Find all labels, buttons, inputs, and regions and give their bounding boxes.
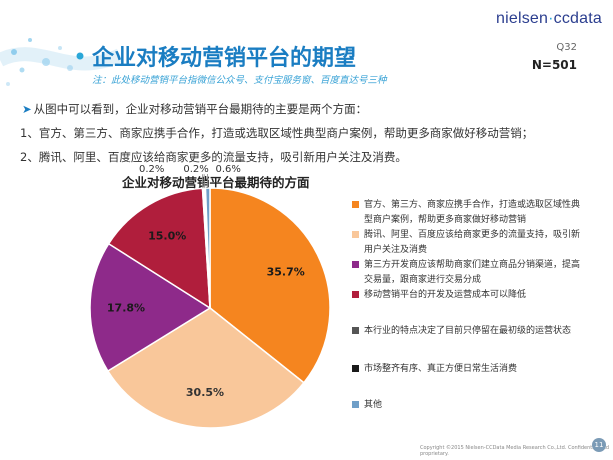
sample-size: N=501 [531,58,577,72]
title-note: 注：此处移动营销平台指微信公众号、支付宝服务窗、百度直达号三种 [92,75,387,86]
legend-item-6: 市场整齐有序、真正方便日常生活消费 [352,362,588,377]
pie-label-7: 0.6% [216,164,241,175]
legend-label: 官方、第三方、商家应携手合作，打造或选取区域性典型商户案例，帮助更多商家做好移动… [364,200,581,225]
legend-label: 其他 [364,400,383,410]
legend-swatch [352,231,359,238]
title-bullet-icon [76,52,84,60]
legend-item-4: 移动营销平台的开发及运营成本可以降低 [352,288,588,303]
legend-label: 市场整齐有序、真正方便日常生活消费 [364,364,518,374]
page-number: 11 [592,438,606,452]
legend-swatch [352,201,359,208]
legend-label: 腾讯、阿里、百度应该给商家更多的流量支持，吸引新用户关注及消费 [364,230,581,255]
pie-label-6: 0.2% [183,164,208,175]
header-decoration [0,38,124,86]
pie-label-4: 15.0% [148,230,186,243]
pie-slice-4 [107,187,211,310]
pie-label-5: 0.2% [139,164,164,175]
legend-label: 本行业的特点决定了目前只停留在最初级的运营状态 [364,326,572,336]
question-number: Q32 [556,42,577,53]
chart-title: 企业对移动营销平台最期待的方面 [122,175,310,190]
summary-point-1: 1、官方、第三方、商家应携手合作，打造或选取区域性典型商户案例，帮助更多商家做好… [20,126,534,140]
legend-swatch [352,291,359,298]
copyright: Copyright ©2015 Nielsen-CCData Media Res… [420,445,610,457]
legend-item-1: 官方、第三方、商家应携手合作，打造或选取区域性典型商户案例，帮助更多商家做好移动… [352,198,588,228]
pie-label-2: 30.5% [186,386,224,399]
legend-item-7: 其他 [352,398,588,413]
leader-line-5 [202,174,204,189]
page-title: 企业对移动营销平台的期望 [92,46,357,71]
arrow-icon: ➤ [22,102,32,116]
legend-swatch [352,401,359,408]
nielsen-ccdata-logo: nielsen·ccdata [496,10,602,27]
legend-item-3: 第三方开发商应该帮助商家们建立商品分销渠道，提高交易量，跟商家进行交易分成 [352,258,588,288]
leader-line-6 [203,174,206,189]
pie-label-1: 35.7% [267,266,305,279]
legend-swatch [352,261,359,268]
legend-swatch [352,327,359,334]
summary-point-2: 2、腾讯、阿里、百度应该给商家更多的流量支持，吸引新用户关注及消费。 [20,150,407,164]
legend-label: 移动营销平台的开发及运营成本可以降低 [364,290,527,300]
pie-slice-3 [89,242,212,373]
legend-label: 第三方开发商应该帮助商家们建立商品分销渠道，提高交易量，跟商家进行交易分成 [364,260,581,285]
pie-slice-2 [106,307,305,429]
pie-slice-1 [209,187,331,384]
summary-intro: ➤ 从图中可以看到，企业对移动营销平台最期待的主要是两个方面： [22,102,368,116]
legend-item-2: 腾讯、阿里、百度应该给商家更多的流量支持，吸引新用户关注及消费 [352,228,588,258]
legend-swatch [352,365,359,372]
pie-slice-7 [204,187,211,309]
pie-label-3: 17.8% [107,302,145,315]
legend-item-5: 本行业的特点决定了目前只停留在最初级的运营状态 [352,324,588,339]
